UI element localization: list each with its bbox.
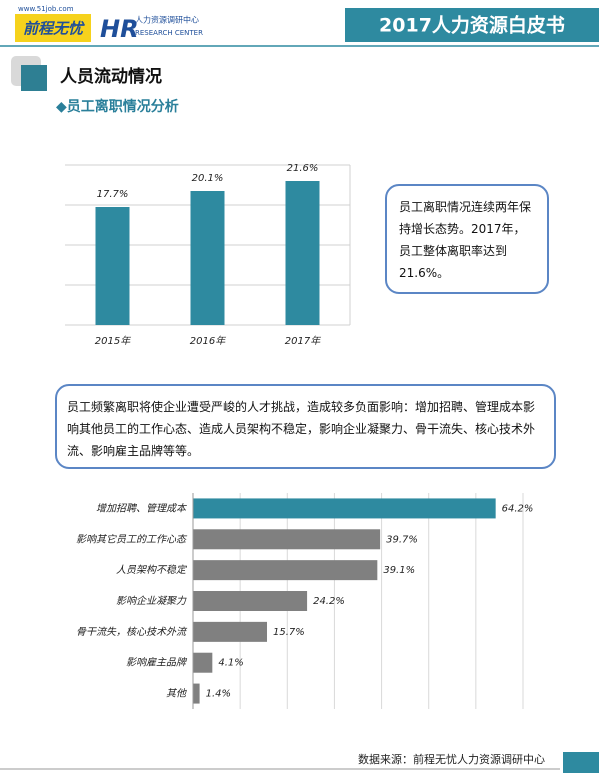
title-banner [345,8,599,42]
section-icon [21,65,47,91]
center-cn: 人力资源调研中心 [135,15,199,25]
footer-source: 数据来源：前程无忧人力资源调研中心 [358,752,545,766]
y-tick-label: 影响其它员工的工作心态 [76,533,188,545]
value-label: 64.2% [502,503,534,514]
value-label: 24.2% [313,596,345,607]
value-label: 17.7% [97,189,129,200]
value-label: 4.1% [218,658,243,669]
bar [193,683,200,704]
value-label: 1.4% [206,689,231,700]
note-box: 员工离职情况连续两年保持增长态势。2017年，员工整体离职率达到21.6%。 [385,184,549,294]
y-tick-label: 影响企业凝聚力 [116,595,187,607]
value-label: 39.1% [383,565,415,576]
bar [193,591,308,611]
x-tick-label: 2016年 [190,335,226,347]
value-label: 15.7% [273,627,305,638]
logo-box [15,14,91,42]
bar [193,652,213,673]
logo: 前程无忧 [23,20,85,38]
section-subtitle: ◆员工离职情况分析 [56,98,179,115]
center-en: RESEARCH CENTER [135,29,203,37]
y-tick-label: 人员架构不稳定 [116,564,188,576]
value-label: 20.1% [192,173,224,184]
hr-logo: HR [100,15,139,43]
y-tick-label: 影响雇主品牌 [126,657,188,669]
bar [193,560,378,581]
value-label: 21.6% [287,163,319,174]
y-tick-label: 增加招聘、管理成本 [96,502,187,514]
x-tick-label: 2015年 [95,335,131,347]
y-tick-label: 其他 [166,688,187,700]
bar [190,191,225,325]
bar [285,181,320,325]
bar [193,621,268,642]
bar [193,498,496,519]
section-title: 人员流动情况 [60,66,162,87]
y-tick-label: 骨干流失，核心技术外流 [76,626,188,638]
bar [95,207,130,325]
bar [193,529,381,550]
footer-corner [563,752,599,773]
note-box: 员工频繁离职将使企业遭受严峻的人才挑战，造成较多负面影响：增加招聘、管理成本影响… [55,384,556,469]
value-label: 39.7% [386,534,418,545]
logo-url: www.51job.com [18,5,74,13]
report-title: 2017人力资源白皮书 [379,14,565,37]
x-tick-label: 2017年 [285,335,321,347]
